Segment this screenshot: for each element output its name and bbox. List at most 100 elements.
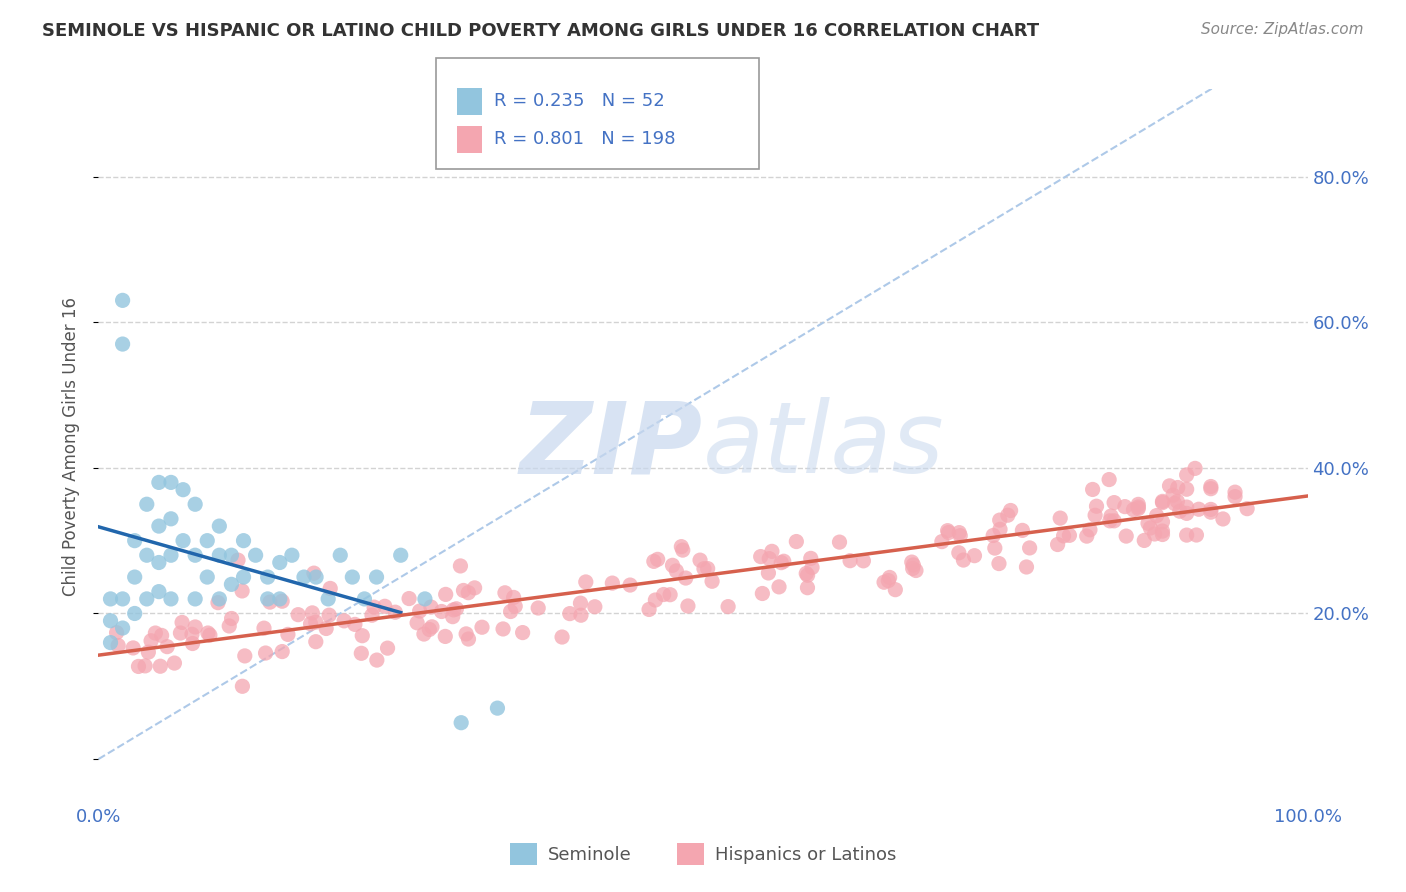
Point — [569, 596, 592, 610]
Point — [111, 337, 134, 351]
Point — [1011, 524, 1033, 538]
Point — [413, 627, 436, 641]
Point — [1049, 511, 1071, 525]
Point — [768, 580, 790, 594]
Point — [1098, 514, 1121, 528]
Point — [254, 646, 277, 660]
Point — [689, 553, 711, 567]
Point — [1137, 516, 1160, 531]
Point — [948, 546, 970, 560]
Point — [446, 602, 468, 616]
Point — [879, 570, 901, 584]
Point — [758, 566, 780, 580]
Point — [148, 556, 170, 570]
Point — [749, 549, 772, 564]
Point — [575, 574, 598, 589]
Point — [693, 562, 716, 576]
Point — [884, 582, 907, 597]
Point — [374, 599, 396, 614]
Point — [420, 600, 443, 615]
Point — [420, 620, 443, 634]
Point — [160, 475, 183, 490]
Point — [450, 715, 472, 730]
Point — [100, 591, 122, 606]
Point — [1078, 523, 1101, 537]
Point — [418, 623, 440, 637]
Point — [1163, 496, 1185, 510]
Point — [1168, 504, 1191, 518]
Point — [717, 599, 740, 614]
Point — [1152, 494, 1174, 508]
Point — [361, 608, 384, 623]
Point — [751, 586, 773, 600]
Point — [105, 625, 128, 640]
Point — [329, 548, 352, 562]
Point — [363, 600, 385, 615]
Point — [1122, 502, 1144, 516]
Point — [1185, 528, 1208, 542]
Point — [770, 556, 793, 570]
Point — [638, 602, 661, 616]
Point — [800, 551, 823, 566]
Point — [901, 561, 924, 575]
Point — [221, 577, 243, 591]
Point — [148, 519, 170, 533]
Point — [1139, 521, 1161, 535]
Point — [366, 570, 388, 584]
Point — [839, 554, 862, 568]
Point — [457, 632, 479, 646]
Point — [305, 634, 328, 648]
Point — [221, 548, 243, 562]
Point — [449, 558, 471, 573]
Point — [333, 614, 356, 628]
Point — [197, 626, 219, 640]
Point — [406, 615, 429, 630]
Point — [124, 533, 146, 548]
Point — [148, 475, 170, 490]
Point — [1085, 500, 1108, 514]
Point — [316, 591, 339, 606]
Point — [502, 591, 524, 605]
Point — [1175, 528, 1198, 542]
Text: ZIP: ZIP — [520, 398, 703, 494]
Point — [434, 587, 457, 601]
Point — [801, 560, 824, 574]
Point — [1152, 495, 1174, 509]
Point — [619, 578, 641, 592]
Point — [494, 586, 516, 600]
Point — [700, 574, 723, 589]
Point — [271, 594, 294, 608]
Point — [761, 544, 783, 558]
Point — [172, 615, 194, 630]
Point — [796, 568, 818, 582]
Point — [672, 543, 695, 558]
Y-axis label: Child Poverty Among Girls Under 16: Child Poverty Among Girls Under 16 — [62, 296, 80, 596]
Text: atlas: atlas — [703, 398, 945, 494]
Point — [499, 605, 522, 619]
Point — [988, 557, 1011, 571]
Point — [353, 591, 375, 606]
Point — [305, 615, 328, 629]
Point — [981, 528, 1004, 542]
Point — [221, 611, 243, 625]
Point — [647, 552, 669, 566]
Point — [389, 548, 412, 562]
Point — [1175, 500, 1198, 514]
Point — [301, 606, 323, 620]
Point — [302, 566, 325, 581]
Point — [184, 591, 207, 606]
Point — [195, 533, 218, 548]
Point — [1000, 503, 1022, 517]
Point — [1212, 512, 1234, 526]
Point — [160, 548, 183, 562]
Point — [938, 525, 960, 540]
Point — [1133, 533, 1156, 548]
Point — [122, 640, 145, 655]
Point — [1152, 515, 1174, 529]
Point — [305, 570, 328, 584]
Point — [952, 553, 974, 567]
Point — [665, 564, 688, 578]
Point — [107, 639, 129, 653]
Point — [1052, 529, 1074, 543]
Point — [207, 596, 229, 610]
